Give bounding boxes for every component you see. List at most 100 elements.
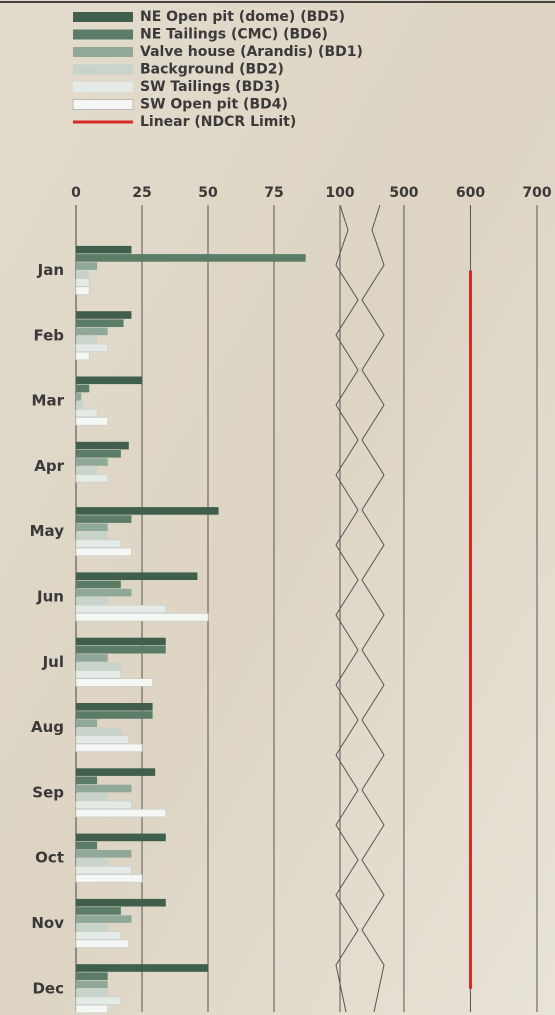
legend-swatch (73, 64, 133, 75)
category-label: May (30, 522, 65, 540)
legend-swatch (73, 47, 133, 57)
bar (75, 678, 153, 687)
bar (76, 458, 108, 466)
bar (75, 613, 209, 622)
x-tick-label: 500 (389, 185, 418, 201)
bar (76, 923, 108, 932)
category-label: Aug (31, 718, 64, 736)
bar (76, 392, 82, 401)
bar (76, 254, 306, 262)
axis-break (361, 204, 385, 1013)
bar (76, 531, 108, 540)
bar (76, 645, 166, 654)
category-label: Nov (31, 914, 64, 932)
legend-swatch (73, 82, 133, 92)
legend-swatch (73, 120, 133, 124)
bar (75, 474, 108, 483)
bar (75, 735, 130, 744)
bar (76, 507, 219, 515)
bar (76, 711, 153, 719)
bar (75, 939, 130, 948)
legend-swatch (73, 29, 133, 40)
legend-label: Background (BD2) (140, 62, 284, 78)
x-tick-label: 75 (264, 185, 283, 201)
bar (76, 833, 166, 842)
bar (76, 768, 156, 776)
bar (75, 996, 122, 1005)
category-label: Oct (35, 849, 64, 867)
bar (76, 270, 90, 279)
bar (76, 401, 84, 409)
bar (75, 343, 108, 352)
bar (76, 580, 121, 589)
legend-swatch (72, 99, 134, 110)
bar (76, 662, 121, 670)
bar (76, 572, 198, 580)
bar (75, 547, 132, 556)
category-label: Jan (37, 261, 64, 279)
x-tick-label: 700 (522, 185, 551, 201)
bar (76, 907, 121, 915)
bar (76, 376, 142, 385)
bar (75, 278, 90, 287)
bar (76, 727, 121, 736)
legend-label: NE Tailings (CMC) (BD6) (140, 27, 328, 43)
bar (75, 286, 90, 295)
bar (76, 964, 208, 972)
bar (76, 792, 108, 801)
category-label: Apr (34, 457, 64, 475)
bar (75, 808, 167, 818)
x-tick-label: 0 (71, 185, 81, 201)
bar (76, 654, 108, 662)
legend-label: SW Open pit (BD4) (140, 97, 288, 113)
bar (76, 327, 108, 336)
bar (75, 1004, 108, 1014)
bar (76, 841, 98, 850)
bar (75, 866, 132, 875)
bar (76, 850, 132, 858)
bar (76, 450, 121, 458)
bar (75, 539, 122, 548)
bar (76, 915, 132, 923)
bar (76, 972, 108, 980)
category-label: Jun (36, 588, 64, 606)
bar (75, 931, 122, 940)
bar (76, 515, 132, 523)
x-tick-label: 50 (198, 185, 218, 201)
category-label: Sep (32, 783, 64, 801)
bar (76, 588, 132, 597)
bar (76, 335, 98, 344)
legend-label: Linear (NDCR Limit) (140, 114, 296, 130)
category-label: Feb (33, 326, 64, 344)
category-label: Jul (42, 653, 64, 671)
category-label: Dec (32, 979, 64, 997)
bar (76, 784, 132, 793)
legend-swatch (73, 12, 133, 22)
bar (75, 604, 167, 614)
bar (76, 719, 98, 727)
bar (76, 898, 166, 907)
bar (76, 637, 166, 646)
legend-label: NE Open pit (dome) (BD5) (140, 9, 345, 25)
legend-label: SW Tailings (BD3) (140, 79, 280, 95)
bar (76, 980, 108, 989)
bar (76, 441, 129, 450)
bar (76, 597, 108, 605)
bar (75, 408, 98, 418)
bar (76, 988, 108, 997)
bar (75, 417, 108, 426)
bar (76, 523, 108, 532)
bar (76, 703, 153, 711)
x-tick-label: 100 (325, 185, 354, 201)
category-label: Mar (32, 392, 65, 410)
bar (75, 670, 122, 679)
x-tick-label: 25 (132, 185, 151, 201)
bar (76, 776, 98, 785)
bar (76, 319, 124, 327)
bar (75, 874, 143, 883)
bar (76, 858, 108, 866)
bar (76, 262, 98, 270)
legend-label: Valve house (Arandis) (BD1) (140, 44, 363, 60)
bar (76, 311, 132, 319)
